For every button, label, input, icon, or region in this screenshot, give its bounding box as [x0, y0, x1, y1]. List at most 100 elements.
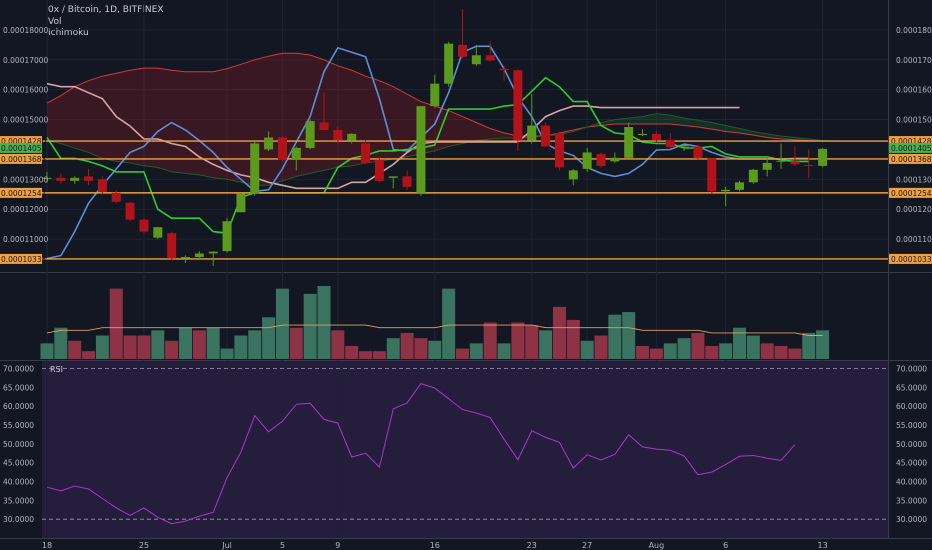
rsi-tick-label-1: 35.0000: [896, 496, 927, 505]
rsi-tick-label-left-0: 30.0000: [3, 515, 34, 524]
rsi-tick-label-0: 30.0000: [896, 515, 927, 524]
volume-bar-52: [760, 343, 774, 359]
volume-bar-10: [179, 327, 192, 359]
cloud-seg-32: [490, 128, 505, 139]
volume-bar-18: [289, 327, 303, 359]
price-tick-label-0: 0.00011000: [896, 235, 932, 244]
candle-body-1: [56, 177, 66, 181]
price-tag-right-0: [889, 136, 932, 147]
candle-body-50: [735, 182, 744, 190]
cloud-seg-12: [213, 68, 228, 180]
candle-body-16: [264, 137, 274, 150]
volume-bar-37: [552, 306, 566, 359]
cloud-seg-16: [268, 53, 283, 186]
candle-body-41: [610, 157, 620, 162]
cloud-seg-17: [282, 53, 297, 181]
volume-bar-19: [303, 293, 317, 359]
rsi-tick-label-left-3: 45.0000: [3, 459, 34, 468]
volume-bar-33: [497, 343, 511, 359]
price-tag-right-label-3: 0.00012547: [891, 189, 932, 198]
volume-bar-55: [802, 332, 816, 359]
legend-indicator: Ichimoku: [48, 28, 89, 38]
candle-body-13: [222, 221, 232, 252]
candle-body-3: [84, 176, 94, 181]
volume-bar-51: [746, 335, 760, 359]
volume-bar-14: [234, 335, 248, 359]
rsi-tick-label-2: 40.0000: [896, 478, 927, 487]
rsi-tick-label-3: 45.0000: [896, 459, 927, 468]
price-tick-label-left-5: 0.00017000: [3, 56, 49, 65]
x-tick-label-1: 25: [139, 541, 149, 550]
cloud-seg-9: [171, 70, 186, 174]
price-tag-right-label-2: 0.00013683: [891, 155, 932, 164]
volume-bar-56: [816, 330, 830, 359]
candle-body-52: [762, 162, 772, 170]
candle-body-25: [388, 176, 398, 178]
cloud-seg-11: [199, 71, 214, 178]
rsi-tick-label-left-7: 65.0000: [3, 383, 34, 392]
volume-bar-48: [705, 345, 719, 359]
candle-body-2: [70, 177, 80, 181]
price-tag-left-4: [0, 253, 42, 264]
volume-bar-11: [192, 330, 206, 359]
volume-bar-47: [691, 332, 705, 359]
cloud-seg-20: [324, 59, 338, 171]
cloud-seg-0: [47, 95, 61, 144]
price-tag-right-3: [889, 187, 932, 198]
price-tick-label-4: 0.00016000: [896, 86, 932, 95]
price-tag-left-label-2: 0.00013683: [1, 155, 47, 164]
volume-ma-line: [46, 324, 823, 336]
cloud-seg-2: [74, 80, 89, 153]
cloud-seg-44: [656, 113, 671, 125]
candle-body-30: [458, 44, 467, 57]
volume-bar-42: [622, 312, 636, 359]
x-tick-label-10: 13: [818, 541, 828, 550]
candle-body-44: [651, 133, 661, 141]
volume-bar-20: [317, 286, 331, 359]
price-tick-label-left-1: 0.00012000: [3, 205, 49, 214]
candle-body-43: [638, 133, 648, 136]
volume-bar-31: [469, 343, 483, 359]
candle-body-23: [361, 143, 371, 163]
price-tag-left-1: [0, 142, 42, 153]
candle-body-5: [111, 192, 121, 202]
x-tick-label-9: 6: [723, 541, 728, 550]
volume-bar-4: [95, 335, 109, 359]
candle-body-29: [444, 43, 454, 84]
candle-body-42: [624, 127, 634, 158]
cloud-seg-8: [157, 68, 172, 172]
x-tick-label-0: 18: [42, 541, 52, 550]
price-tag-left-3: [0, 187, 42, 198]
volume-bar-17: [275, 288, 289, 359]
volume-bar-5: [109, 288, 123, 359]
candle-body-27: [416, 106, 426, 193]
chart-legend: 0x / Bitcoin, 1D, BITFINEX Vol Ichimoku: [48, 5, 164, 40]
price-tag-right-1: [889, 142, 932, 153]
candle-body-40: [596, 153, 606, 166]
candle-body-51: [748, 169, 758, 183]
rsi-tick-label-8: 70.0000: [896, 365, 927, 374]
candle-body-4: [97, 179, 107, 192]
candle-body-20: [319, 122, 329, 131]
price-tick-label-left-3: 0.00015000: [3, 116, 49, 125]
legend-vol: Vol: [48, 16, 62, 27]
volume-bar-46: [677, 338, 691, 359]
price-tag-right-label-1: 0.00014051: [891, 144, 932, 153]
volume-bar-35: [525, 325, 539, 359]
price-level-lines: [42, 140, 888, 260]
volume-bar-38: [566, 319, 580, 359]
cloud-seg-51: [753, 131, 768, 138]
price-tag-right-label-4: 0.00010338: [891, 255, 932, 264]
volume-bar-54: [788, 348, 802, 359]
legend-title: 0x / Bitcoin, 1D, BITFINEX: [48, 5, 164, 15]
volume-bar-6: [123, 335, 137, 359]
price-tag-right-label-0: 0.00014280: [891, 137, 932, 146]
candle-body-48: [707, 158, 717, 192]
candle-body-37: [554, 133, 564, 168]
volume-bar-26: [400, 332, 414, 359]
volume-bar-50: [733, 327, 746, 359]
volume-bar-9: [165, 340, 179, 359]
x-tick-label-3: 5: [280, 541, 285, 550]
candle-body-39: [582, 152, 592, 169]
